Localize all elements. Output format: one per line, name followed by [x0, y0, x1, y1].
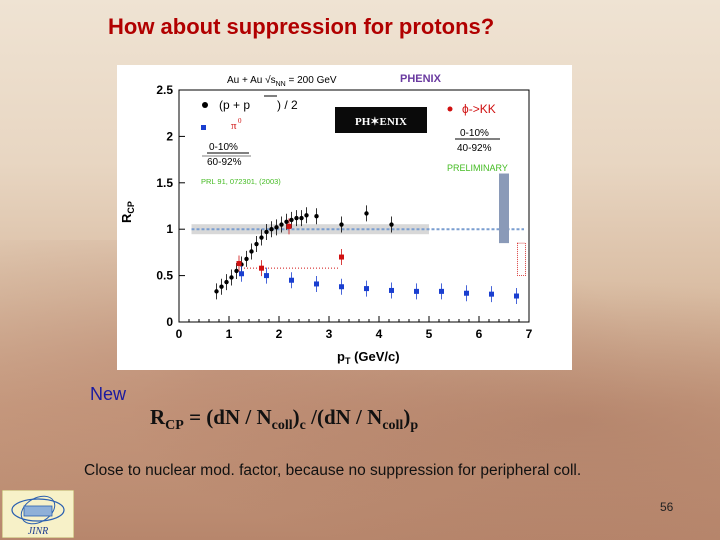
- pi0-point: [314, 281, 319, 287]
- phi-point: [339, 254, 344, 260]
- x-tick-label: 2: [276, 327, 283, 341]
- proton-point: [284, 219, 289, 224]
- y-tick-label: 0.5: [156, 269, 173, 283]
- proton-point: [214, 289, 219, 294]
- svg-text:60-92%: 60-92%: [207, 157, 242, 168]
- svg-text:0: 0: [238, 117, 242, 125]
- slide-title: How about suppression for protons?: [108, 14, 495, 39]
- phi-point: [259, 265, 264, 271]
- proton-point: [274, 225, 279, 230]
- y-tick-label: 1.5: [156, 176, 173, 190]
- proton-point: [234, 268, 239, 274]
- proton-point: [219, 284, 224, 289]
- plot-marks: [214, 205, 519, 305]
- pi0-point: [439, 288, 444, 294]
- x-tick-label: 0: [176, 327, 183, 341]
- pi0-point: [239, 271, 244, 277]
- phi-point: [236, 261, 242, 267]
- pi0-point: [414, 288, 419, 294]
- pi0-point: [339, 284, 344, 290]
- proton-point: [339, 222, 344, 227]
- rcp-figure: Au + Au √sNN = 200 GeV PHENIX PH✶ENIX (p…: [117, 65, 572, 370]
- legend-proton: (p + p ) / 2: [202, 95, 298, 112]
- pi0-point: [514, 293, 519, 299]
- x-tick-label: 6: [476, 327, 483, 341]
- svg-text:0-10%: 0-10%: [460, 128, 489, 139]
- collision-header: Au + Au √sNN = 200 GeV: [227, 74, 337, 88]
- y-tick-label: 1: [166, 222, 173, 236]
- svg-text:ϕ->KK: ϕ->KK: [462, 102, 496, 116]
- proton-point: [314, 214, 319, 219]
- page-number: 56: [660, 500, 674, 514]
- proton-point: [229, 275, 234, 280]
- pi0-point: [289, 277, 294, 283]
- proton-point: [289, 217, 294, 223]
- y-tick-label: 0: [166, 315, 173, 329]
- svg-text:0-10%: 0-10%: [209, 142, 238, 153]
- new-label: New: [90, 384, 127, 404]
- plot-frame: [178, 89, 530, 323]
- proton-point: [279, 222, 284, 227]
- proton-point: [269, 227, 274, 232]
- proton-point: [364, 211, 369, 216]
- x-tick-label: 1: [226, 327, 233, 341]
- proton-point: [304, 213, 309, 218]
- x-axis-label: pT (GeV/c): [337, 349, 400, 366]
- pi0-point: [364, 286, 369, 292]
- jinr-logo: JINR: [2, 490, 74, 538]
- phenix-label: PHENIX: [400, 73, 442, 85]
- x-tick-label: 7: [526, 327, 533, 341]
- svg-text:JINR: JINR: [28, 526, 49, 537]
- pi0-point: [264, 273, 269, 279]
- svg-text:(p + p: (p + p: [219, 98, 250, 112]
- x-tick-label: 5: [426, 327, 433, 341]
- phi-normalization-box: [517, 242, 526, 276]
- rcp-plot: Au + Au √sNN = 200 GeV PHENIX PH✶ENIX (p…: [119, 73, 533, 366]
- x-tick-label: 3: [326, 327, 333, 341]
- conclusion-note: Close to nuclear mod. factor, because no…: [84, 462, 582, 479]
- pi0-point: [464, 290, 469, 296]
- svg-text:π: π: [231, 120, 237, 132]
- proton-point: [249, 249, 254, 254]
- reference-citation: PRL 91, 072301, (2003): [201, 177, 281, 186]
- proton-point: [244, 256, 249, 262]
- proton-point: [299, 215, 304, 221]
- proton-point: [264, 229, 269, 235]
- legend-phi: ϕ->KK 0-10% 40-92% PRELIMINARY: [447, 102, 508, 173]
- x-tick-label: 4: [376, 327, 383, 341]
- pi0-point: [389, 287, 394, 293]
- proton-point: [294, 215, 299, 221]
- svg-text:PRELIMINARY: PRELIMINARY: [447, 163, 508, 173]
- y-tick-label: 2: [166, 129, 173, 143]
- svg-text:40-92%: 40-92%: [457, 143, 492, 154]
- phenix-logo: PH✶ENIX: [335, 107, 427, 133]
- proton-point: [389, 222, 394, 227]
- y-axis-label: RCP: [119, 201, 136, 223]
- svg-text:PH✶ENIX: PH✶ENIX: [355, 116, 407, 128]
- systematic-band: [191, 224, 429, 235]
- proton-point: [259, 235, 264, 240]
- svg-text:) / 2: ) / 2: [277, 98, 298, 112]
- normalization-box: [499, 173, 509, 244]
- legend-pi0: π 0: [201, 117, 242, 132]
- plot-axes: 0 1 2 3 4 5 6 7 0 0.5 1 1.5 2 2.5: [156, 83, 532, 341]
- proton-point: [224, 279, 229, 285]
- legend-centrality: 0-10% 60-92%: [202, 142, 251, 168]
- rcp-formula: RCP = (dN / Ncoll)c /(dN / Ncoll)p: [150, 405, 419, 434]
- y-tick-label: 2.5: [156, 83, 173, 97]
- pi0-point: [489, 291, 494, 297]
- phi-point: [286, 223, 292, 229]
- proton-point: [254, 241, 259, 247]
